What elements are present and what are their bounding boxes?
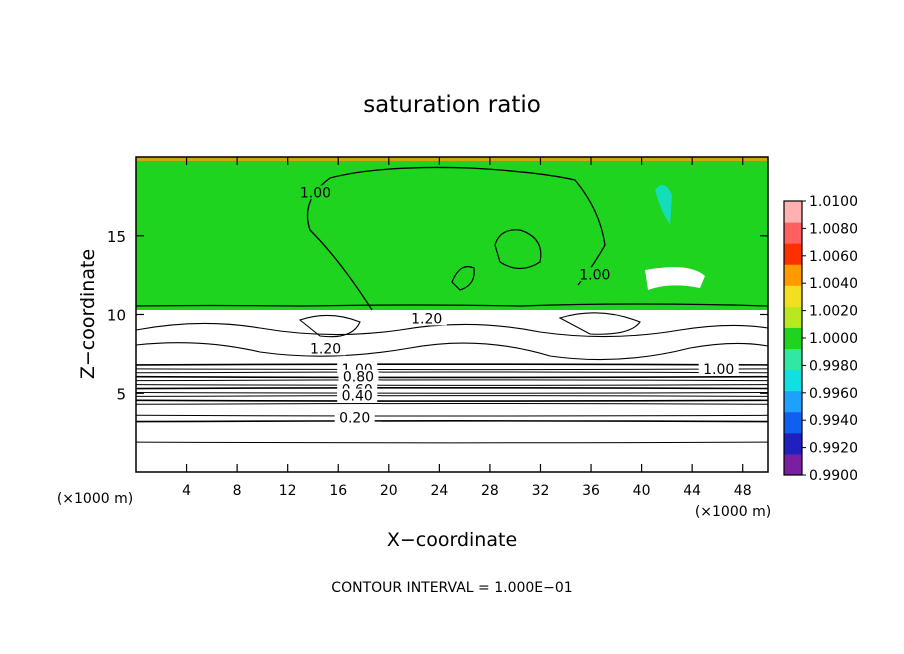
x-tick-label: 20 xyxy=(380,483,398,499)
colorbar-swatch xyxy=(784,306,802,328)
contour-label: 1.20 xyxy=(310,341,341,357)
colorbar-label: 0.9960 xyxy=(809,386,858,402)
colorbar-label: 0.9940 xyxy=(809,413,858,429)
x-tick-label: 8 xyxy=(233,483,242,499)
x-axis-label: X−coordinate xyxy=(387,529,517,551)
colorbar: 1.0100 1.0080 1.0060 1.0040 1.0020 1.0000 0.99… xyxy=(783,194,858,484)
contour-label-bg xyxy=(698,361,739,376)
contour-label: 1.00 xyxy=(703,362,734,378)
x-tick-label: 44 xyxy=(683,483,701,499)
x-tick-label: 24 xyxy=(430,483,448,499)
x-tick-label: 36 xyxy=(582,483,600,499)
layer-contour-line xyxy=(136,391,768,394)
layer-contour-line xyxy=(136,375,768,379)
colorbar-swatch xyxy=(784,243,802,265)
colorbar-label: 1.0000 xyxy=(809,331,858,347)
colorbar-swatch xyxy=(784,390,802,413)
contour-label: 0.40 xyxy=(342,389,373,405)
y-tick-label: 5 xyxy=(116,385,126,403)
contour-labels: 1.001.001.201.201.001.000.800.600.400.20 xyxy=(295,185,739,427)
x-axis-unit-right: (×1000 m) xyxy=(695,504,771,520)
colorbar-label: 0.9900 xyxy=(809,468,858,484)
contour-wave-2 xyxy=(136,342,768,361)
contour-interval-note: CONTOUR INTERVAL = 1.000E−01 xyxy=(331,580,572,596)
y-axis-label: Z−coordinate xyxy=(77,249,99,379)
colorbar-label: 0.9980 xyxy=(809,358,858,374)
x-tick-label: 16 xyxy=(329,483,347,499)
plot-area xyxy=(136,157,768,472)
layer-contour-line xyxy=(136,363,768,366)
cyan-patch xyxy=(655,185,672,225)
chart-title: saturation ratio xyxy=(363,92,541,118)
contour-label-bg xyxy=(337,388,378,403)
colorbar-swatch xyxy=(784,411,802,434)
contour-label: 1.20 xyxy=(411,311,442,327)
layer-contour-line xyxy=(136,371,768,374)
contour-label-bg xyxy=(338,369,379,384)
x-axis-unit-left: (×1000 m) xyxy=(57,491,133,507)
colorbar-label: 1.0060 xyxy=(809,249,858,265)
y-tick-label: 15 xyxy=(107,228,126,246)
cloud-layer-saturation xyxy=(136,157,768,310)
colorbar-swatch xyxy=(784,201,802,223)
layer-contour-line xyxy=(136,403,768,405)
x-tick-label: 28 xyxy=(481,483,499,499)
colorbar-label: 1.0040 xyxy=(809,276,858,292)
layer-contour-line xyxy=(136,414,768,417)
x-tick-label: 40 xyxy=(633,483,651,499)
colorbar-swatch xyxy=(784,285,802,307)
layer-contour-line xyxy=(136,386,768,390)
contour-label-bg xyxy=(295,185,336,200)
layer-contour-line xyxy=(136,384,768,386)
layer-contour-line xyxy=(136,395,768,397)
colorbar-swatch xyxy=(784,264,802,286)
colorbar-swatch xyxy=(784,432,802,455)
contour-label-bg xyxy=(406,311,447,326)
contour-label-bg xyxy=(305,341,346,356)
layer-contour-line xyxy=(136,379,768,382)
colorbar-swatch xyxy=(784,327,802,350)
layer-contour-line xyxy=(136,441,768,444)
contour-label: 0.20 xyxy=(339,411,370,427)
supersaturated-strip xyxy=(136,157,768,161)
contour-eddy-1 xyxy=(494,229,542,270)
contour-cell-2 xyxy=(558,312,641,335)
x-tick-label: 48 xyxy=(734,483,752,499)
contour-wave-1 xyxy=(136,322,768,338)
contour-100-left xyxy=(306,166,606,311)
colorbar-label: 1.0080 xyxy=(809,221,858,237)
x-tick-label: 32 xyxy=(532,483,550,499)
colorbar-swatch xyxy=(784,453,802,476)
x-axis-ticks: 4 8 12 16 20 24 28 32 36 40 44 48 xyxy=(182,157,752,499)
layer-contour-line xyxy=(136,420,768,423)
contour-label-bg xyxy=(574,267,615,282)
contour-eddy-2 xyxy=(451,266,475,291)
colorbar-swatch xyxy=(784,348,802,371)
colorbar-label: 1.0020 xyxy=(809,304,858,320)
colorbar-swatch xyxy=(784,222,802,244)
x-tick-label: 12 xyxy=(279,483,297,499)
contour-cloud-edge xyxy=(136,303,768,307)
colorbar-label: 0.9920 xyxy=(809,441,858,457)
contour-cell-1 xyxy=(298,314,361,338)
contour-label: 1.00 xyxy=(300,185,331,201)
layer-contour-line xyxy=(136,399,768,402)
layer-contour-line xyxy=(136,368,768,371)
x-tick-label: 4 xyxy=(182,483,191,499)
stratified-contours xyxy=(136,363,768,444)
y-tick-label: 10 xyxy=(107,307,126,325)
colorbar-swatch xyxy=(784,369,802,392)
y-axis-ticks: 5 10 15 xyxy=(107,228,768,403)
contour-label-bg xyxy=(334,410,375,425)
colorbar-label: 1.0100 xyxy=(809,194,858,210)
contour-label: 0.80 xyxy=(343,370,374,386)
subsaturated-patch xyxy=(645,267,705,290)
contour-label: 1.00 xyxy=(579,267,610,283)
